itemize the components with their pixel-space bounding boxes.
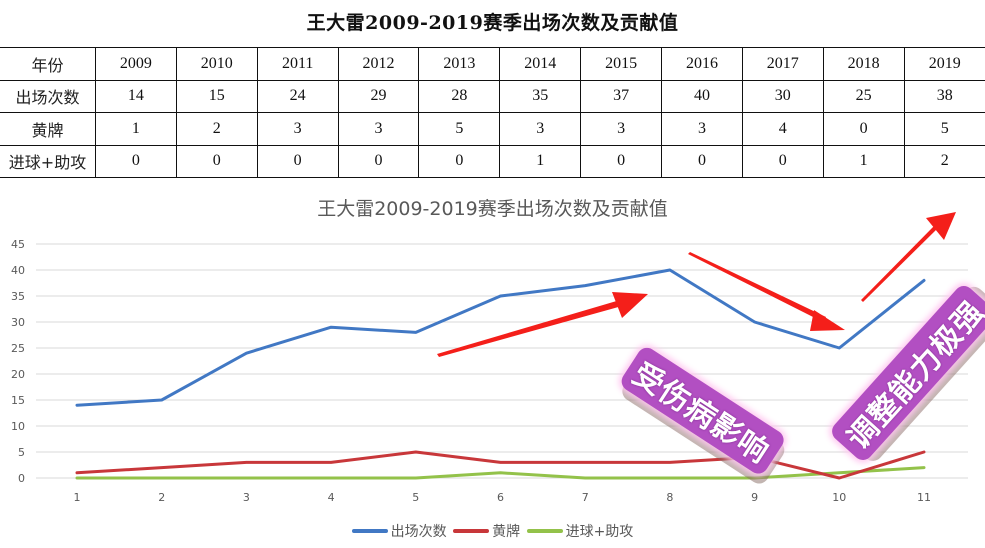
legend-swatch-blue-icon (351, 529, 388, 533)
table-row-goals-assists: 进球+助攻 0 0 0 0 0 1 0 0 0 1 2 (0, 144, 985, 178)
svg-text:15: 15 (11, 394, 25, 407)
table-cell: 0 (175, 144, 258, 178)
table-cell: 0 (256, 144, 339, 178)
x-axis-ticks: 1 2 3 4 5 6 7 8 9 10 11 (74, 491, 932, 504)
table-cell: 24 (256, 79, 339, 113)
year-cell: 2009 (95, 47, 177, 81)
arrow-up-right-1 (437, 292, 648, 357)
legend-item-goals-assists: 进球+助攻 (526, 521, 634, 541)
table-cell: 0 (822, 112, 905, 146)
svg-text:35: 35 (11, 290, 25, 303)
row-header-yellow-cards: 黄牌 (0, 112, 96, 146)
table-cell: 0 (337, 144, 420, 178)
svg-text:4: 4 (328, 491, 335, 504)
legend-item-yellow-cards: 黄牌 (453, 521, 520, 541)
table-cell: 3 (580, 112, 663, 146)
year-cell: 2019 (903, 47, 985, 81)
svg-text:45: 45 (11, 238, 25, 251)
page-title: 王大雷2009-2019赛季出场次数及贡献值 (306, 12, 679, 34)
table-cell: 1 (499, 144, 582, 178)
row-header-appearances: 出场次数 (0, 79, 96, 113)
svg-text:3: 3 (243, 491, 250, 504)
svg-text:11: 11 (917, 491, 931, 504)
svg-text:8: 8 (666, 491, 673, 504)
table-cell: 0 (95, 144, 177, 178)
svg-text:0: 0 (18, 472, 25, 485)
svg-text:20: 20 (11, 368, 25, 381)
chart-legend: 出场次数 黄牌 进球+助攻 (0, 521, 985, 541)
table-row-appearances: 出场次数 14 15 24 29 28 35 37 40 30 25 38 (0, 79, 985, 113)
table-cell: 3 (256, 112, 339, 146)
year-cell: 2015 (580, 47, 663, 81)
year-cell: 2013 (418, 47, 501, 81)
table-row-yellow-cards: 黄牌 1 2 3 3 5 3 3 3 4 0 5 (0, 112, 985, 146)
table-cell: 0 (741, 144, 824, 178)
series-line (75, 466, 926, 480)
y-axis-ticks: 0 5 10 15 20 25 30 35 40 45 (11, 238, 25, 485)
table-cell: 37 (580, 79, 663, 113)
legend-swatch-green-icon (526, 529, 563, 533)
svg-text:40: 40 (11, 264, 25, 277)
table-cell: 1 (822, 144, 905, 178)
row-header-goals-assists: 进球+助攻 (0, 144, 96, 178)
table-cell: 0 (661, 144, 743, 178)
row-header-year: 年份 (0, 47, 96, 81)
svg-text:2: 2 (158, 491, 165, 504)
chart-title: 王大雷2009-2019赛季出场次数及贡献值 (317, 198, 668, 220)
arrow-down-right (688, 252, 845, 331)
table-cell: 4 (741, 112, 824, 146)
svg-text:25: 25 (11, 342, 25, 355)
svg-text:10: 10 (11, 420, 25, 433)
year-cell: 2018 (822, 47, 905, 81)
table-cell: 14 (95, 79, 177, 113)
table-cell: 38 (903, 79, 985, 113)
svg-text:1: 1 (74, 491, 81, 504)
svg-text:30: 30 (11, 316, 25, 329)
table-row-years: 年份 2009 2010 2011 2012 2013 2014 2015 20… (0, 47, 985, 81)
gridlines (36, 243, 968, 479)
series-line (75, 450, 926, 480)
svg-text:10: 10 (832, 491, 846, 504)
svg-text:5: 5 (412, 491, 419, 504)
svg-text:6: 6 (497, 491, 504, 504)
legend-label: 出场次数 (390, 524, 447, 540)
stats-table: 年份 2009 2010 2011 2012 2013 2014 2015 20… (0, 47, 985, 178)
year-cell: 2016 (661, 47, 743, 81)
table-cell: 25 (822, 79, 905, 113)
table-cell: 2 (175, 112, 258, 146)
annotation-arrows (437, 212, 956, 357)
svg-text:9: 9 (751, 491, 758, 504)
arrow-up-right-2 (861, 212, 956, 302)
table-cell: 2 (903, 144, 985, 178)
legend-swatch-red-icon (453, 529, 490, 533)
table-cell: 0 (580, 144, 663, 178)
data-series (75, 268, 926, 480)
svg-text:7: 7 (582, 491, 589, 504)
legend-label: 进球+助攻 (565, 524, 634, 540)
table-cell: 1 (95, 112, 177, 146)
series-line (75, 268, 926, 407)
legend-label: 黄牌 (492, 524, 521, 540)
table-cell: 30 (741, 79, 824, 113)
legend-item-appearances: 出场次数 (351, 521, 447, 541)
svg-text:5: 5 (18, 446, 25, 459)
table-cell: 15 (175, 79, 258, 113)
